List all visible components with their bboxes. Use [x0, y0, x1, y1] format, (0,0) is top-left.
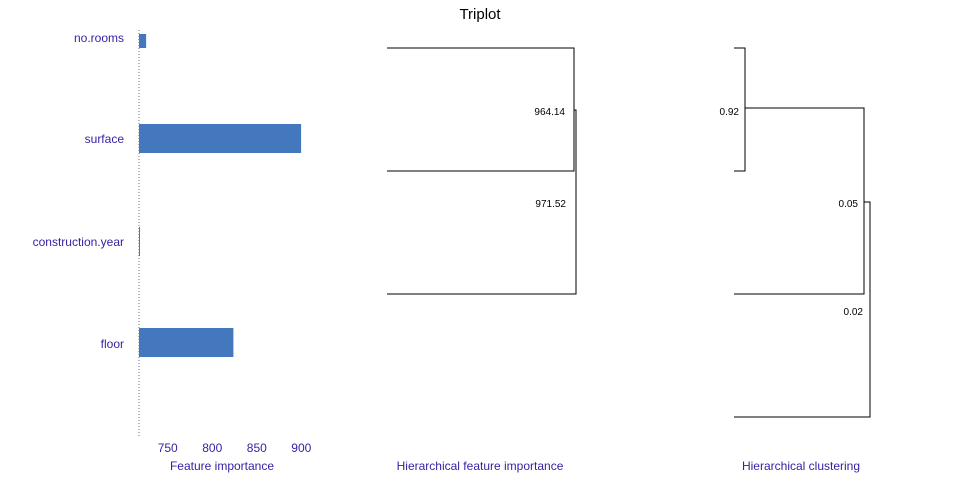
category-label-floor: floor: [101, 337, 124, 351]
category-label-surface: surface: [85, 132, 125, 146]
x-tick-900: 900: [291, 441, 311, 455]
bar-no-rooms: [139, 34, 147, 48]
x-tick-750: 750: [158, 441, 178, 455]
hierarchical-feature-importance-axis-title: Hierarchical feature importance: [397, 459, 564, 473]
hfi-node-label-1: 964.14: [534, 107, 565, 118]
feature-importance-panel: no.rooms surface construction.year floor…: [33, 30, 312, 473]
hc-branch-merge-1: [734, 47, 746, 172]
hfi-node-label-2: 971.52: [535, 199, 566, 210]
hc-dendrogram-lines: [734, 47, 871, 418]
x-tick-labels: 750 800 850 900: [158, 441, 312, 455]
bar-floor: [139, 328, 234, 357]
hfi-dendrogram-lines: [387, 47, 577, 295]
category-label-no-rooms: no.rooms: [74, 31, 124, 45]
hierarchical-clustering-panel: 0.92 0.05 0.02 Hierarchical clustering: [720, 47, 871, 473]
hc-node-label-2: 0.05: [839, 199, 859, 210]
importance-bars: [139, 34, 302, 357]
hc-node-label-1: 0.92: [720, 107, 740, 118]
x-tick-800: 800: [202, 441, 222, 455]
hierarchical-clustering-axis-title: Hierarchical clustering: [742, 459, 860, 473]
feature-importance-axis-title: Feature importance: [170, 459, 274, 473]
hc-branch-merge-2: [734, 107, 865, 295]
hierarchical-feature-importance-panel: 964.14 971.52 Hierarchical feature impor…: [387, 47, 577, 473]
category-labels: no.rooms surface construction.year floor: [33, 31, 125, 351]
category-label-construction-year: construction.year: [33, 235, 124, 249]
hc-node-label-3: 0.02: [844, 307, 864, 318]
chart-title: Triplot: [459, 6, 501, 23]
hc-branch-merge-3: [734, 201, 871, 418]
bar-surface: [139, 124, 302, 153]
hfi-branch-merge-2: [387, 109, 577, 295]
x-tick-850: 850: [247, 441, 267, 455]
bar-construction-year: [139, 227, 140, 256]
